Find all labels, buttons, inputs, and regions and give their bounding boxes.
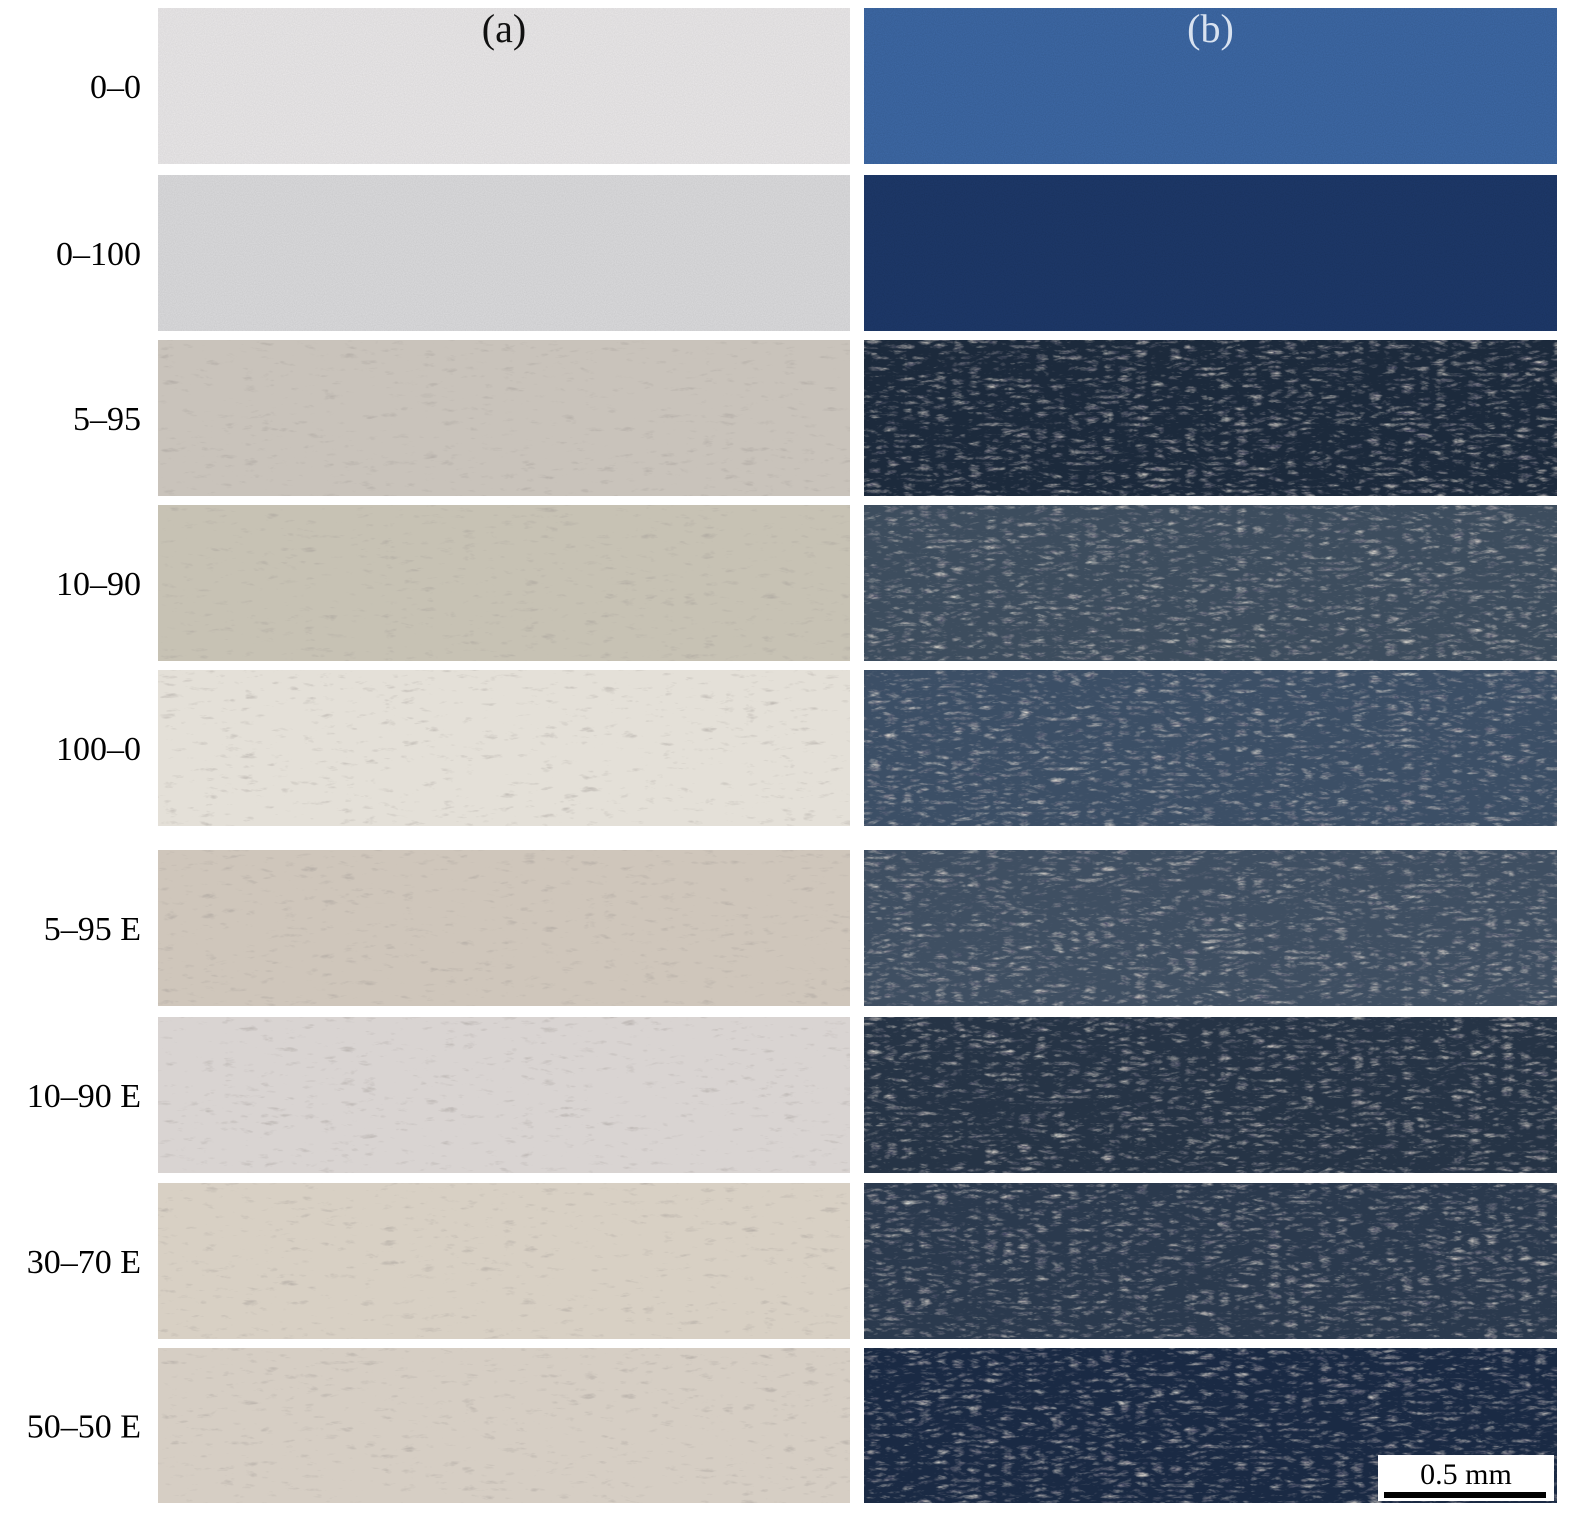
- panel-a-texture: [158, 505, 850, 661]
- row-label: 0–0: [90, 69, 141, 106]
- row-label: 100–0: [56, 731, 141, 768]
- row-label: 0–100: [56, 236, 141, 273]
- scale-bar-label: 0.5 mm: [1420, 1458, 1512, 1491]
- row-label: 10–90 E: [27, 1078, 141, 1115]
- column-label: (b): [1187, 6, 1234, 51]
- row-label: 50–50 E: [27, 1409, 141, 1446]
- panel-a-texture: [158, 850, 850, 1006]
- panel-b-texture: [864, 1183, 1557, 1339]
- row-label: 30–70 E: [27, 1244, 141, 1281]
- row-label: 5–95 E: [44, 911, 141, 948]
- panel-a-texture: [158, 1183, 850, 1339]
- scale-bar: 0.5 mm: [1378, 1455, 1554, 1501]
- panel-b-texture: [864, 340, 1557, 496]
- row-label: 5–95: [73, 401, 141, 438]
- panel-a-texture: [158, 8, 850, 164]
- panel-b-texture: [864, 1017, 1557, 1173]
- scale-bar-line: [1384, 1492, 1546, 1498]
- panel-b-texture: [864, 670, 1557, 826]
- panel-a-texture: [158, 175, 850, 331]
- panel-a-texture: [158, 670, 850, 826]
- row-label: 10–90: [56, 566, 141, 603]
- panel-a-texture: [158, 1348, 850, 1503]
- panel-b-texture: [864, 8, 1557, 164]
- panels: 0–0 0–100 5–95 10–90 100–0 5–95 E 10–90 E 30–70…: [27, 6, 1557, 1503]
- panel-b-texture: [864, 850, 1557, 1006]
- panel-b-texture: [864, 505, 1557, 661]
- panel-b-texture: [864, 175, 1557, 331]
- column-label: (a): [482, 6, 526, 51]
- panel-a-texture: [158, 1017, 850, 1173]
- panel-a-texture: [158, 340, 850, 496]
